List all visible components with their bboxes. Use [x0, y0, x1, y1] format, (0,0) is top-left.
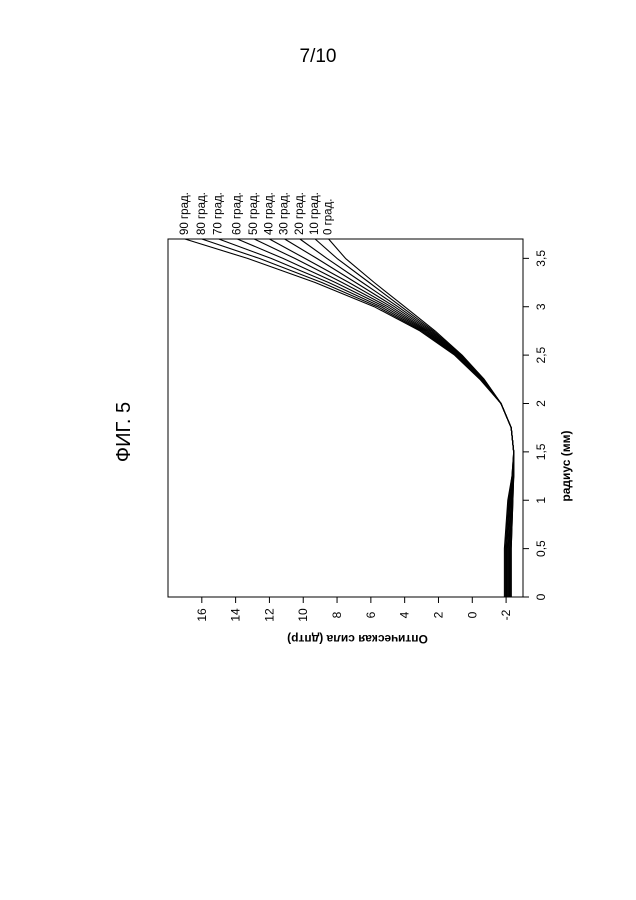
x-tick-label-5: 2,5	[534, 346, 548, 363]
y-tick-label-1: 0	[465, 611, 479, 618]
series-line-6	[237, 239, 513, 597]
series-label-8: 80 град.	[196, 192, 208, 235]
series-label-6: 60 град.	[231, 192, 243, 235]
series-line-5	[254, 239, 514, 597]
x-tick-label-0: 0	[534, 593, 548, 600]
x-tick-label-3: 1,5	[534, 443, 548, 460]
series-label-3: 30 град.	[279, 192, 291, 235]
y-tick-label-9: 16	[195, 608, 209, 622]
series-label-7: 70 град.	[213, 192, 225, 235]
x-tick-label-6: 3	[534, 303, 548, 310]
series-label-9: 90 град.	[179, 192, 191, 235]
series-line-4	[269, 239, 513, 597]
y-tick-label-3: 4	[398, 611, 412, 618]
y-tick-label-2: 2	[431, 611, 445, 618]
y-tick-label-7: 12	[262, 608, 276, 622]
x-axis-label: радиус (мм)	[559, 430, 573, 501]
figure-label: ФИГ. 5	[113, 402, 135, 462]
x-tick-label-4: 2	[534, 400, 548, 407]
x-tick-label-1: 0,5	[534, 540, 548, 557]
series-label-0: 0 град.	[323, 199, 335, 235]
series-label-5: 50 град.	[248, 192, 260, 235]
y-tick-label-8: 14	[229, 608, 243, 622]
series-label-4: 40 град.	[263, 192, 275, 235]
y-tick-label-4: 6	[364, 611, 378, 618]
series-line-8	[202, 239, 514, 597]
y-tick-label-5: 8	[330, 611, 344, 618]
y-tick-label-0: -2	[499, 609, 513, 620]
y-tick-label-6: 10	[296, 608, 310, 622]
x-tick-label-7: 3,5	[534, 250, 548, 267]
series-line-2	[300, 239, 514, 597]
series-label-2: 20 град.	[294, 192, 306, 235]
y-axis-label: Оптическая сила (дптр)	[287, 632, 428, 646]
x-tick-label-2: 1	[534, 497, 548, 504]
series-label-1: 10 град.	[309, 192, 321, 235]
series-line-3	[285, 239, 514, 597]
series-line-9	[185, 239, 514, 597]
